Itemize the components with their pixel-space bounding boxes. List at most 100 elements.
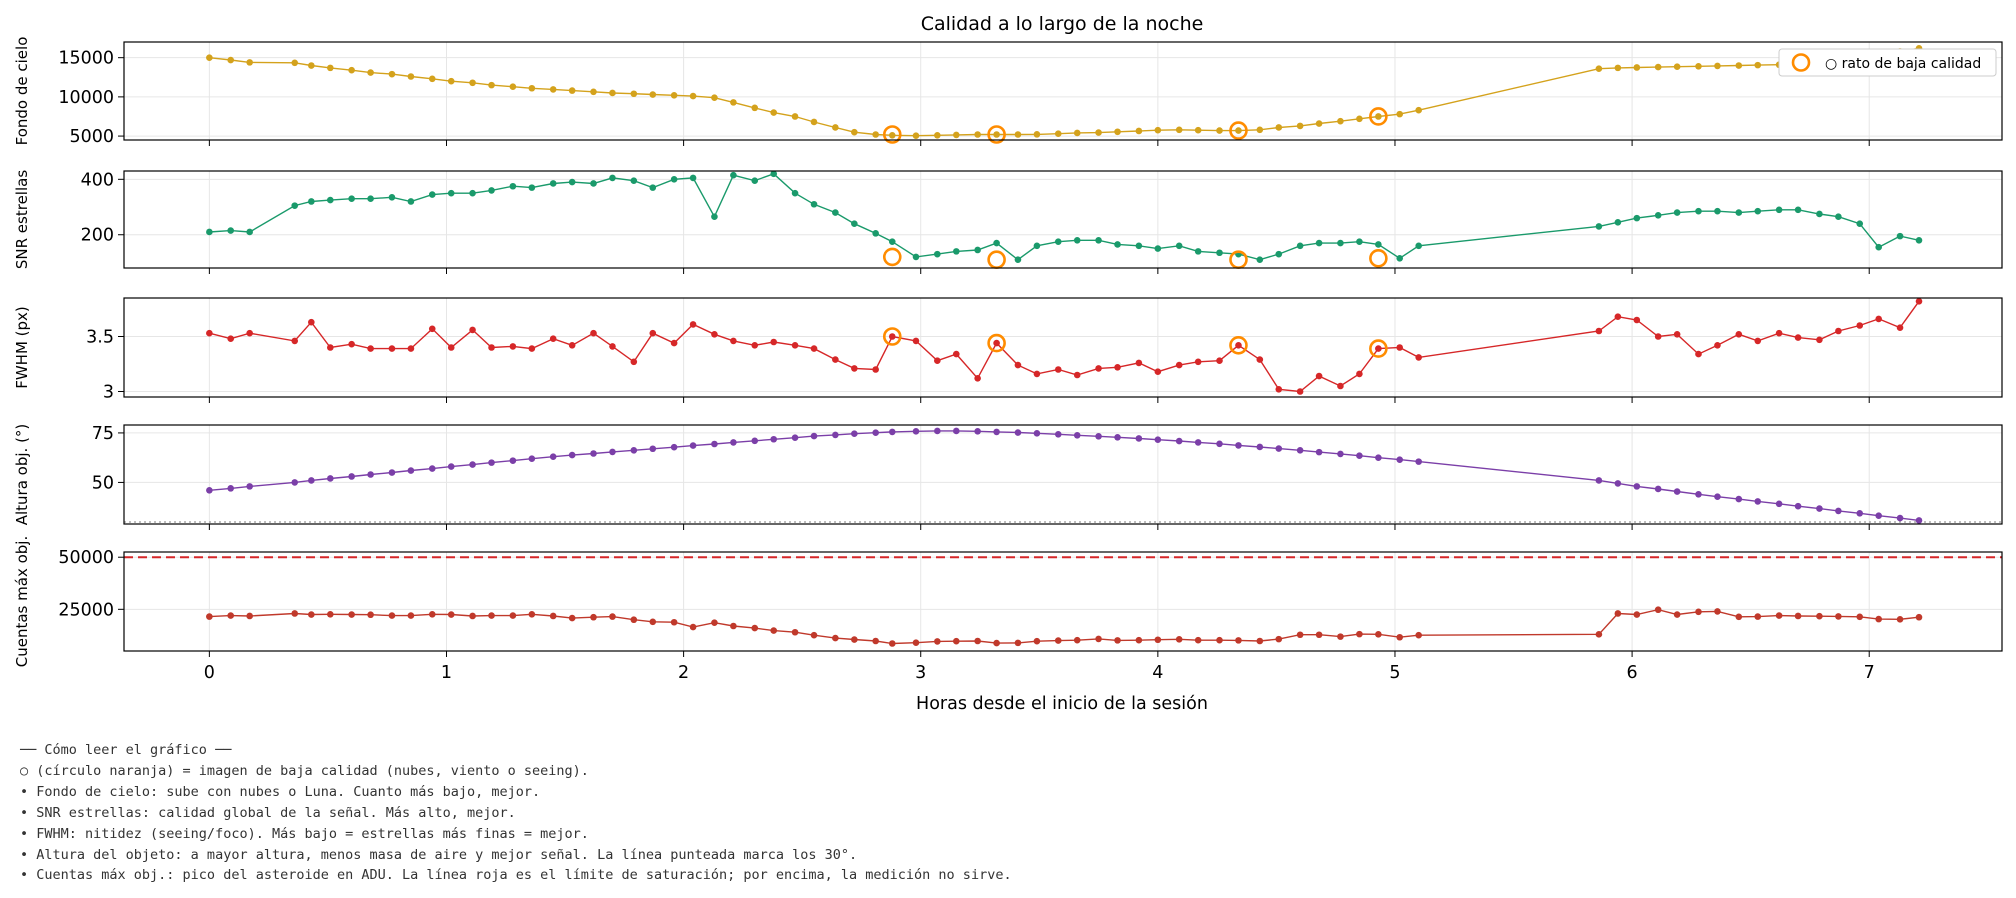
data-point bbox=[810, 631, 818, 639]
data-point bbox=[367, 195, 374, 203]
data-point bbox=[851, 220, 858, 227]
data-point bbox=[851, 430, 858, 438]
series-line-snr bbox=[209, 172, 1920, 261]
data-point bbox=[348, 611, 355, 618]
data-point bbox=[1194, 358, 1202, 366]
data-point bbox=[590, 613, 597, 621]
data-point bbox=[1673, 331, 1681, 338]
data-point bbox=[308, 62, 315, 69]
data-point bbox=[770, 627, 778, 634]
data-point bbox=[1235, 442, 1242, 449]
low-quality-marker bbox=[987, 125, 1006, 144]
data-point bbox=[367, 345, 374, 352]
data-point bbox=[1695, 350, 1702, 358]
data-point bbox=[609, 448, 616, 456]
x-tick-label: 2 bbox=[678, 663, 689, 683]
data-point bbox=[1614, 313, 1622, 321]
data-point bbox=[509, 83, 517, 90]
x-tick-label: 7 bbox=[1864, 663, 1875, 683]
data-point bbox=[1014, 361, 1022, 369]
data-point bbox=[509, 612, 517, 619]
data-point bbox=[1296, 447, 1304, 454]
x-tick-label: 6 bbox=[1627, 663, 1638, 683]
data-point bbox=[1654, 485, 1662, 493]
data-point bbox=[1216, 357, 1223, 365]
data-point bbox=[1896, 324, 1904, 332]
data-point bbox=[590, 180, 597, 187]
data-point bbox=[1175, 437, 1183, 445]
data-point bbox=[291, 479, 299, 486]
data-point bbox=[689, 442, 697, 449]
panel-fwhm: 3 3.5 FWHM (px) bbox=[13, 297, 2003, 403]
data-point bbox=[1073, 236, 1081, 244]
data-point bbox=[1856, 613, 1864, 621]
data-point bbox=[227, 56, 235, 64]
data-point bbox=[1415, 106, 1422, 114]
data-point bbox=[388, 469, 396, 476]
data-point bbox=[1915, 236, 1923, 244]
data-point bbox=[974, 131, 981, 138]
y-tick-label: 10000 bbox=[58, 88, 114, 108]
data-point bbox=[291, 202, 299, 209]
x-axis: 0 1 2 3 4 5 6 7 bbox=[204, 663, 1875, 683]
data-point bbox=[1835, 213, 1842, 221]
data-point bbox=[528, 455, 536, 462]
note-line: ○ (círculo naranja) = imagen de baja cal… bbox=[20, 762, 589, 779]
data-point bbox=[689, 321, 697, 328]
data-point bbox=[1095, 635, 1102, 643]
data-point bbox=[1275, 445, 1283, 452]
data-point bbox=[1216, 249, 1223, 257]
data-point bbox=[1135, 127, 1143, 135]
notes-heading: ── Cómo leer el gráfico ── bbox=[20, 742, 232, 758]
data-point bbox=[1856, 322, 1864, 329]
data-point bbox=[549, 335, 557, 343]
data-point bbox=[528, 84, 536, 92]
data-point bbox=[1714, 608, 1721, 615]
data-point bbox=[388, 612, 396, 619]
data-point bbox=[1296, 388, 1304, 395]
data-point bbox=[1654, 606, 1662, 614]
data-point bbox=[1835, 507, 1842, 515]
data-point bbox=[1135, 242, 1143, 250]
data-point bbox=[1595, 223, 1603, 230]
data-point bbox=[711, 94, 718, 101]
data-point bbox=[609, 343, 616, 350]
data-point bbox=[649, 91, 657, 98]
data-point bbox=[1633, 214, 1641, 222]
data-point bbox=[912, 253, 920, 261]
data-point bbox=[670, 92, 678, 99]
data-point bbox=[751, 342, 759, 349]
data-point bbox=[1695, 608, 1702, 616]
data-point bbox=[934, 427, 941, 435]
data-point bbox=[1714, 62, 1721, 70]
data-point bbox=[791, 628, 799, 636]
reading-notes: ── Cómo leer el gráfico ── ○ (círculo na… bbox=[20, 740, 1012, 886]
data-point bbox=[711, 213, 718, 221]
data-point bbox=[934, 131, 941, 139]
data-point bbox=[609, 613, 616, 620]
data-point bbox=[888, 131, 896, 139]
panel-fondo: 5000 10000 15000 Fondo de cielo bbox=[13, 37, 2003, 147]
y-tick-label: 50000 bbox=[58, 548, 114, 568]
panel-frame bbox=[123, 297, 2003, 398]
data-point bbox=[1816, 336, 1823, 344]
data-point bbox=[1396, 110, 1404, 118]
data-point bbox=[348, 473, 355, 480]
data-point bbox=[428, 465, 436, 472]
data-point bbox=[1396, 633, 1404, 641]
data-point bbox=[791, 189, 799, 197]
data-point bbox=[428, 611, 436, 618]
data-point bbox=[791, 434, 799, 441]
data-point bbox=[993, 131, 1000, 138]
data-point bbox=[1775, 612, 1783, 619]
data-point bbox=[1633, 483, 1641, 490]
data-point bbox=[952, 248, 960, 255]
data-point bbox=[1896, 514, 1904, 522]
data-point bbox=[1235, 127, 1242, 134]
data-point bbox=[1754, 498, 1762, 505]
data-point bbox=[1054, 431, 1062, 438]
low-quality-marker bbox=[1229, 121, 1248, 140]
panel-frame bbox=[123, 41, 2003, 141]
data-point bbox=[974, 637, 981, 645]
data-point bbox=[1175, 126, 1183, 134]
